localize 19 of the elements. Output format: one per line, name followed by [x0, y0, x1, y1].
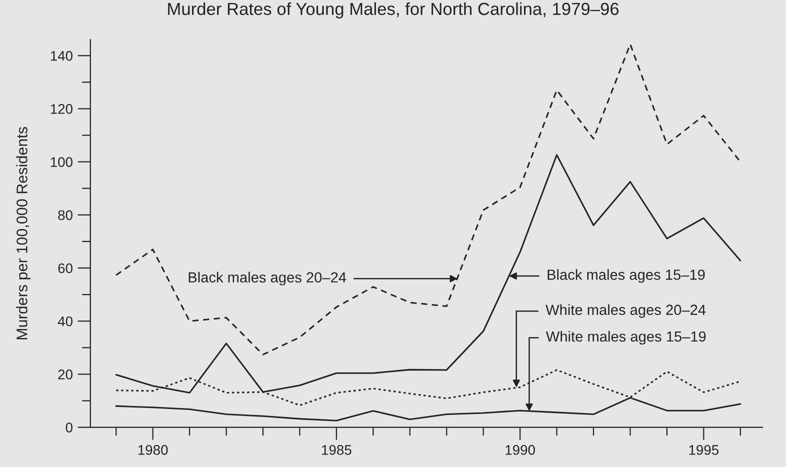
x-tick-label: 1995 — [689, 445, 719, 455]
y-tick-label: 80 — [58, 210, 72, 220]
annotation: Black males ages 15–19 — [548, 269, 705, 283]
y-tick-label: 20 — [58, 370, 72, 380]
x-tick-label: 1990 — [506, 445, 535, 455]
y-tick-label: 40 — [58, 316, 72, 326]
y-tick-label: 0 — [66, 422, 72, 432]
line-series — [115, 43, 742, 356]
x-tick-label: 1980 — [138, 445, 168, 455]
annotation: Black males ages 20–24 — [188, 272, 346, 286]
y-tick-label: 100 — [50, 157, 72, 167]
annotation: White males ages 15–19 — [546, 330, 706, 345]
y-axis-title: Murders per 100,000 Residents — [16, 127, 30, 340]
y-tick-label: 140 — [50, 50, 72, 61]
x-tick-label: 1985 — [322, 445, 352, 455]
y-tick-label: 60 — [58, 263, 72, 274]
annotation: White males ages 20–24 — [546, 304, 706, 318]
chart-title: Murder Rates of Young Males, for North Carolina, 1979–96 — [168, 2, 619, 19]
y-tick-label: 120 — [50, 104, 72, 114]
